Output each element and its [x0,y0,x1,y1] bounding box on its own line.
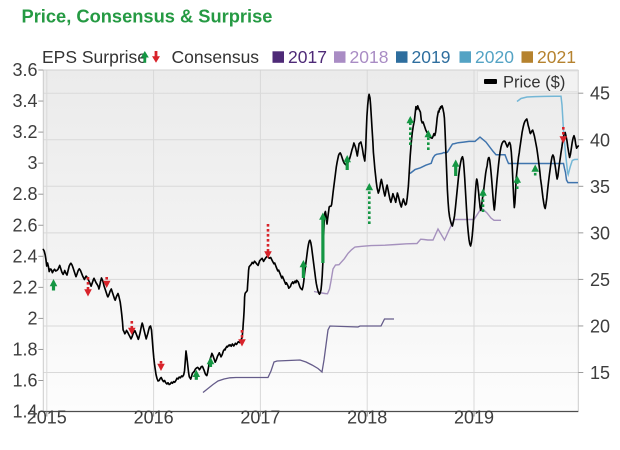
svg-text:2.2: 2.2 [12,277,37,297]
svg-text:Price ($): Price ($) [503,74,565,92]
svg-text:2.4: 2.4 [12,246,37,266]
svg-text:2017: 2017 [288,47,327,67]
svg-text:35: 35 [590,177,610,197]
svg-text:1.4: 1.4 [12,402,37,422]
svg-text:20: 20 [590,316,610,336]
svg-text:2016: 2016 [134,408,174,428]
svg-text:Price, Consensus & Surprise: Price, Consensus & Surprise [22,5,273,26]
svg-text:1.6: 1.6 [12,371,37,391]
svg-text:3: 3 [27,153,37,173]
svg-text:2019: 2019 [454,408,494,428]
svg-text:45: 45 [590,84,610,104]
svg-text:Consensus: Consensus [172,47,260,67]
svg-text:2017: 2017 [240,408,280,428]
svg-text:3.6: 3.6 [12,60,37,80]
svg-text:EPS Surprise: EPS Surprise [42,47,147,67]
svg-text:1.8: 1.8 [12,339,37,359]
svg-text:30: 30 [590,223,610,243]
svg-text:2020: 2020 [475,47,514,67]
svg-text:3.2: 3.2 [12,122,37,142]
svg-text:2.6: 2.6 [12,215,37,235]
svg-text:2: 2 [27,308,37,328]
svg-text:2.8: 2.8 [12,184,37,204]
svg-text:2018: 2018 [347,408,387,428]
svg-text:2019: 2019 [412,47,451,67]
svg-text:2018: 2018 [350,47,389,67]
svg-text:3.4: 3.4 [12,91,37,111]
svg-text:15: 15 [590,363,610,383]
svg-text:40: 40 [590,130,610,150]
svg-text:2015: 2015 [27,408,67,428]
svg-text:25: 25 [590,270,610,290]
svg-text:2021: 2021 [537,47,576,67]
